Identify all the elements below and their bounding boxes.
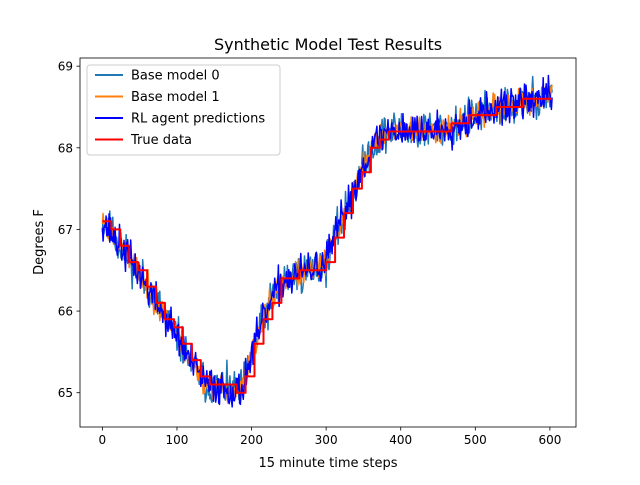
y-tick-label: 67 <box>58 223 73 237</box>
y-tick-label: 69 <box>58 60 73 74</box>
y-axis-label: Degrees F <box>32 209 47 275</box>
x-tick-label: 200 <box>240 433 263 447</box>
x-tick-label: 400 <box>389 433 412 447</box>
legend-entry-label: True data <box>130 133 192 148</box>
y-tick-label: 65 <box>58 386 73 400</box>
legend-box <box>86 64 281 156</box>
legend-entry-label: Base model 1 <box>131 90 220 105</box>
legend: Base model 0 Base model 1 RL agent predict… <box>86 64 281 156</box>
axes-layer: 0 100 200 300 400 500 600 65 66 67 68 69 <box>58 57 577 447</box>
x-tick-label: 0 <box>99 433 107 447</box>
x-tick-label: 100 <box>166 433 189 447</box>
x-tick-label: 500 <box>464 433 487 447</box>
series-line-2 <box>101 74 553 408</box>
x-tick-label: 600 <box>538 433 561 447</box>
series-line-3 <box>102 97 553 394</box>
legend-entry-label: Base model 0 <box>131 69 220 84</box>
plot-frame <box>79 57 577 428</box>
chart-title: Synthetic Model Test Results <box>214 35 442 54</box>
x-tick-label: 300 <box>315 433 338 447</box>
y-tick-label: 66 <box>58 305 73 319</box>
x-axis-label: 15 minute time steps <box>258 456 397 471</box>
legend-entry-label: RL agent predictions <box>131 112 265 127</box>
series-layer <box>101 74 553 408</box>
y-tick-label: 68 <box>58 141 73 155</box>
